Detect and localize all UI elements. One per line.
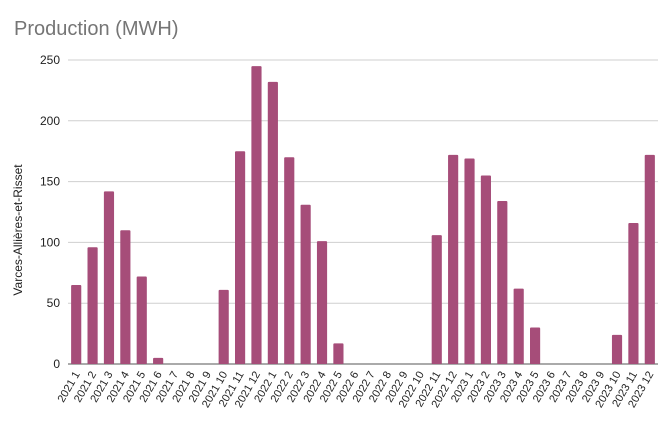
bar xyxy=(431,235,442,364)
bar xyxy=(611,334,623,364)
gridlines xyxy=(68,59,658,365)
y-tick-label: 150 xyxy=(40,175,60,189)
y-tick-label: 200 xyxy=(40,114,60,128)
y-tick-labels: 0 50 100 150 200 250 xyxy=(40,53,60,371)
bar xyxy=(316,241,328,364)
bar xyxy=(235,151,246,364)
bar xyxy=(120,230,131,364)
bar xyxy=(497,201,508,364)
bar xyxy=(513,288,524,364)
bar xyxy=(87,247,98,364)
bar xyxy=(644,154,655,364)
bars xyxy=(71,66,655,364)
chart-title: Production (MWH) xyxy=(14,18,179,40)
y-axis-label: Varces-Allières-et-Risset xyxy=(11,164,25,296)
bar xyxy=(267,81,278,364)
bar xyxy=(103,191,115,364)
bar xyxy=(251,66,262,364)
bar xyxy=(136,276,147,364)
bar xyxy=(333,343,344,364)
y-tick-label: 100 xyxy=(40,235,60,249)
bar xyxy=(480,175,491,364)
y-tick-label: 0 xyxy=(53,357,60,371)
bar xyxy=(284,157,295,364)
y-tick-label: 50 xyxy=(47,296,61,310)
y-tick-label: 250 xyxy=(40,53,60,67)
bar xyxy=(218,289,229,364)
bar xyxy=(464,158,475,364)
bar xyxy=(153,357,164,364)
bar xyxy=(628,222,639,364)
bar xyxy=(530,327,541,364)
bar xyxy=(300,204,311,364)
bar xyxy=(448,154,459,364)
bar xyxy=(71,284,82,364)
